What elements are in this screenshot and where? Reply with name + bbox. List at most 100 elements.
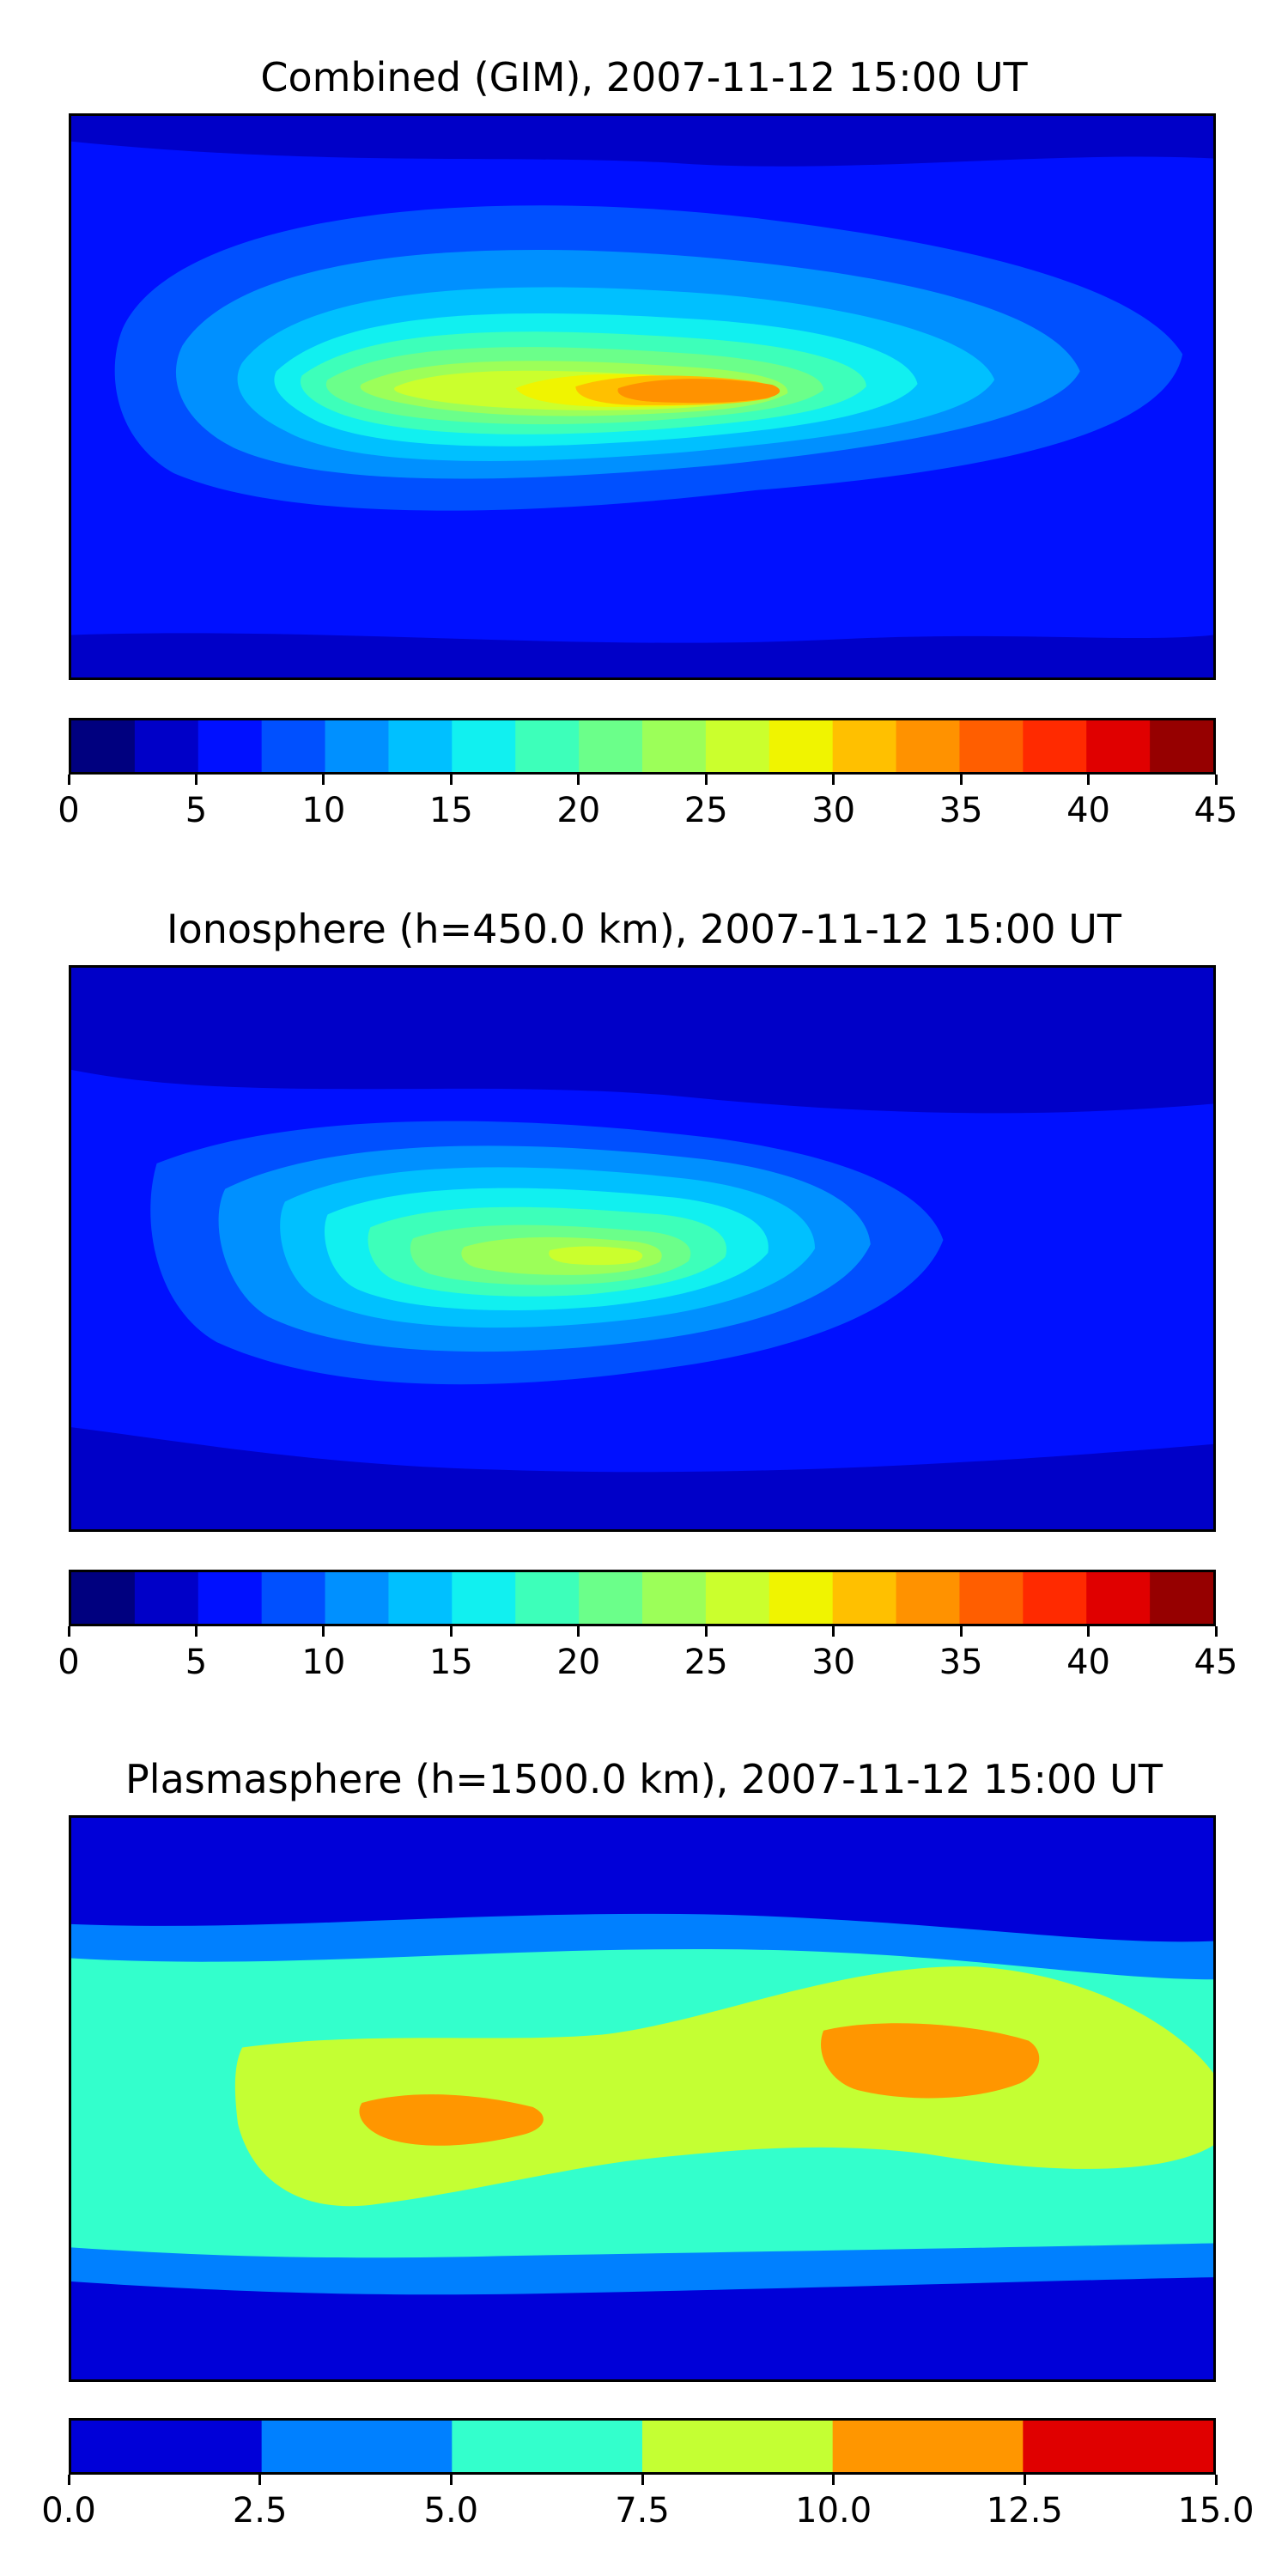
colorbar-segment	[197, 720, 263, 772]
colorbar-segment	[325, 1572, 389, 1624]
colorbar-tick-label: 15	[428, 1643, 473, 1682]
colorbar-segment	[769, 1572, 834, 1624]
colorbar-svg	[71, 2421, 1213, 2472]
colorbar-tick-mark	[449, 2475, 453, 2485]
map-combined	[69, 113, 1216, 680]
colorbar-combined	[69, 718, 1216, 775]
region-polar-south	[71, 633, 1213, 677]
colorbar-segment	[959, 1572, 1024, 1624]
colorbar-tick-mark	[641, 2475, 644, 2485]
colorbar-tick-label: 5.0	[423, 2491, 479, 2530]
colorbar-ticks-ionosphere: 0 5 10 15 20 25 30 35 40 45	[58, 1626, 1237, 1695]
colorbar-segment	[71, 1572, 136, 1624]
colorbar-segment	[261, 1572, 326, 1624]
colorbar-segment	[515, 720, 580, 772]
colorbar-tick-label: 40	[1066, 791, 1110, 830]
colorbar-tick-mark	[1214, 775, 1218, 785]
colorbar-tick-mark	[194, 775, 197, 785]
colorbar-tick-label: 20	[556, 1643, 601, 1682]
colorbar-ionosphere	[69, 1570, 1216, 1626]
map-plasmasphere-svg	[71, 1818, 1213, 2379]
colorbar-tick-mark	[577, 1626, 580, 1637]
chart-title-combined: Combined (GIM), 2007-11-12 15:00 UT	[260, 54, 1028, 100]
colorbar-tick-label: 35	[939, 1643, 983, 1682]
region-peak-americas	[359, 2094, 544, 2146]
colorbar-tick-mark	[67, 2475, 70, 2485]
colorbar-segment	[579, 720, 643, 772]
chart-title-ionosphere: Ionosphere (h=450.0 km), 2007-11-12 15:0…	[167, 906, 1121, 952]
colorbar-tick-label: 45	[1194, 1643, 1238, 1682]
colorbar-tick-mark	[959, 1626, 963, 1637]
colorbar-segment	[1023, 2421, 1213, 2472]
colorbar-tick-label: 10	[301, 1643, 346, 1682]
colorbar-segment	[325, 720, 389, 772]
map-combined-svg	[71, 116, 1213, 677]
colorbar-tick-label: 12.5	[986, 2491, 1063, 2530]
region-polar-north	[71, 116, 1213, 167]
colorbar-tick-mark	[67, 775, 70, 785]
colorbar-segment	[832, 720, 897, 772]
colorbar-segment	[134, 1572, 199, 1624]
colorbar-svg	[71, 720, 1213, 772]
region-band-3	[234, 1966, 1213, 2207]
colorbar-segment	[832, 1572, 897, 1624]
colorbar-tick-label: 25	[683, 1643, 728, 1682]
colorbar-segment	[705, 1572, 770, 1624]
colorbar-segment	[388, 1572, 453, 1624]
region-peak	[549, 1246, 643, 1266]
colorbar-segment	[1150, 720, 1213, 772]
map-ionosphere-svg	[71, 968, 1213, 1529]
colorbar-tick-label: 30	[811, 1643, 856, 1682]
colorbar-tick-mark	[704, 1626, 708, 1637]
colorbar-tick-label: 30	[811, 791, 856, 830]
colorbar-tick-mark	[67, 1626, 70, 1637]
colorbar-tick-label: 0.0	[41, 2491, 96, 2530]
colorbar-segment	[642, 720, 707, 772]
colorbar-tick-mark	[322, 1626, 325, 1637]
colorbar-segment	[452, 1572, 516, 1624]
colorbar-tick-mark	[1087, 775, 1091, 785]
colorbar-segment	[134, 720, 199, 772]
colorbar-segment	[705, 720, 770, 772]
colorbar-segment	[1150, 1572, 1213, 1624]
colorbar-segment	[642, 1572, 707, 1624]
colorbar-plasmasphere	[69, 2418, 1216, 2475]
region-peak-asia	[821, 2023, 1040, 2099]
colorbar-tick-label: 35	[939, 791, 983, 830]
colorbar-segment	[1086, 1572, 1151, 1624]
colorbar-segment	[71, 720, 136, 772]
colorbar-segment	[832, 2421, 1024, 2472]
colorbar-tick-label: 0	[58, 791, 80, 830]
colorbar-segment	[642, 2421, 834, 2472]
colorbar-tick-mark	[832, 2475, 835, 2485]
colorbar-segment	[896, 1572, 960, 1624]
colorbar-tick-label: 15	[428, 791, 473, 830]
colorbar-tick-mark	[322, 775, 325, 785]
colorbar-tick-label: 0	[58, 1643, 80, 1682]
colorbar-tick-label: 40	[1066, 1643, 1110, 1682]
colorbar-segment	[71, 2421, 263, 2472]
colorbar-tick-label: 5	[185, 1643, 208, 1682]
colorbar-tick-label: 20	[556, 791, 601, 830]
colorbar-tick-mark	[832, 775, 835, 785]
colorbar-ticks-combined: 0 5 10 15 20 25 30 35 40 45	[58, 775, 1237, 843]
colorbar-tick-mark	[449, 1626, 453, 1637]
colorbar-tick-label: 7.5	[615, 2491, 670, 2530]
colorbar-tick-mark	[577, 775, 580, 785]
colorbar-tick-mark	[1087, 1626, 1091, 1637]
colorbar-segment	[1023, 720, 1087, 772]
colorbar-segment	[1023, 1572, 1087, 1624]
map-plasmasphere	[69, 1815, 1216, 2382]
colorbar-ticks-plasmasphere: 0.0 2.5 5.0 7.5 10.0 12.5 15.0	[41, 2475, 1255, 2543]
colorbar-tick-label: 10.0	[795, 2491, 872, 2530]
colorbar-segment	[579, 1572, 643, 1624]
colorbar-tick-mark	[194, 1626, 197, 1637]
colorbar-segment	[515, 1572, 580, 1624]
colorbar-segment	[452, 720, 516, 772]
colorbar-segment	[261, 720, 326, 772]
colorbar-tick-label: 2.5	[232, 2491, 288, 2530]
chart-title-plasmasphere: Plasmasphere (h=1500.0 km), 2007-11-12 1…	[125, 1756, 1163, 1802]
colorbar-segment	[896, 720, 960, 772]
colorbar-svg	[71, 1572, 1213, 1624]
colorbar-segment	[1086, 720, 1151, 772]
